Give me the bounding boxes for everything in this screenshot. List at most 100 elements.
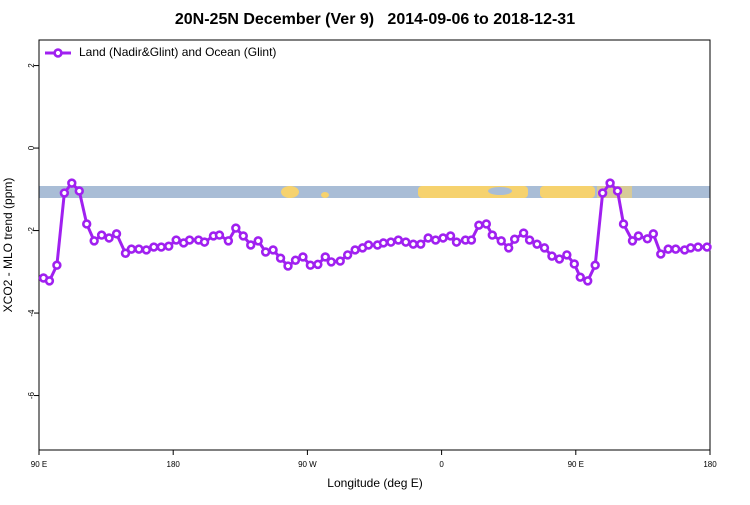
data-point	[496, 236, 506, 246]
data-point	[326, 257, 336, 267]
data-point	[583, 276, 593, 286]
data-point	[618, 219, 629, 229]
chart-title: 20N-25N December (Ver 9) 2014-09-06 to 2…	[175, 11, 575, 28]
data-point	[104, 233, 114, 243]
data-point	[430, 235, 441, 245]
land-patch	[321, 192, 329, 198]
y-tick-label: -2	[27, 226, 36, 234]
data-point	[685, 243, 696, 253]
data-point	[275, 253, 286, 263]
x-tick-label: 180	[703, 460, 717, 469]
land-patch	[540, 186, 595, 198]
data-point	[246, 240, 256, 250]
data-point	[554, 254, 565, 264]
data-point	[164, 241, 174, 251]
legend-label: Land (Nadir&Glint) and Ocean (Glint)	[79, 45, 276, 59]
data-point	[518, 228, 529, 238]
data-point	[386, 237, 396, 247]
data-point	[96, 230, 107, 240]
data-point	[89, 236, 99, 246]
data-point	[569, 259, 580, 269]
data-point	[320, 252, 330, 262]
x-axis-label: Longitude (deg E)	[327, 476, 422, 490]
data-point	[378, 238, 389, 248]
data-point	[547, 251, 557, 261]
data-point	[487, 230, 497, 240]
data-point	[539, 243, 550, 253]
data-point	[74, 186, 84, 196]
data-point	[335, 256, 345, 266]
data-point	[656, 249, 666, 259]
data-point	[253, 236, 263, 246]
data-point	[260, 247, 271, 257]
data-point	[238, 231, 248, 241]
data-point	[313, 259, 323, 270]
data-point	[612, 186, 623, 196]
data-point	[648, 229, 659, 239]
legend-marker	[53, 48, 63, 58]
x-tick-label: 0	[439, 460, 444, 469]
y-axis-label: XCO2 - MLO trend (ppm)	[1, 178, 15, 313]
data-point	[693, 242, 703, 252]
plot: 90 E 180 90 W 0 90 E 180 2 0 -2 -4 -6 Land (Nadir&G…	[27, 45, 717, 469]
data-point	[214, 230, 225, 240]
data-point	[156, 242, 166, 252]
data-point	[171, 235, 181, 245]
data-point	[82, 219, 92, 229]
data-point	[393, 235, 404, 245]
y-tick-label: 2	[27, 63, 36, 68]
data-point	[290, 255, 301, 265]
data-point	[149, 242, 159, 252]
y-tick-label: -4	[27, 309, 36, 317]
data-point	[67, 178, 77, 188]
data-point	[474, 220, 484, 230]
data-point	[445, 231, 456, 241]
data-point	[524, 235, 535, 245]
data-point	[642, 234, 653, 244]
data-point	[231, 223, 241, 233]
data-point	[702, 242, 712, 252]
data-point	[504, 243, 514, 253]
data-point	[597, 188, 608, 198]
data-point	[466, 235, 477, 245]
data-point	[184, 235, 195, 245]
data-point	[305, 260, 316, 270]
land-patch	[281, 186, 299, 198]
data-point	[223, 236, 234, 246]
data-point	[59, 188, 70, 198]
data-point	[134, 244, 144, 254]
x-tick-label: 180	[167, 460, 181, 469]
data-point	[416, 239, 426, 249]
data-point	[663, 244, 673, 254]
data-point	[298, 252, 308, 262]
data-point	[126, 244, 137, 254]
data-point	[481, 219, 492, 229]
y-tick-label: -6	[27, 391, 36, 399]
data-point	[633, 231, 644, 241]
data-point	[111, 229, 122, 239]
data-point	[423, 233, 433, 243]
data-point	[350, 245, 360, 255]
data-point	[120, 248, 131, 258]
data-point	[363, 240, 374, 250]
data-point	[590, 260, 600, 270]
data-point	[532, 239, 542, 249]
data-point	[401, 237, 411, 247]
x-tick-label: 90 E	[31, 460, 47, 469]
x-tick-label: 90 E	[568, 460, 584, 469]
data-point	[44, 276, 55, 286]
data-point	[342, 250, 353, 260]
data-point	[438, 233, 448, 243]
data-point	[671, 244, 681, 254]
data-point	[509, 234, 520, 244]
data-point	[141, 245, 152, 255]
sea-patch	[488, 187, 512, 195]
data-point	[408, 239, 418, 249]
data-point	[268, 245, 278, 255]
data-point	[575, 272, 585, 282]
data-point	[605, 178, 615, 188]
data-point	[199, 237, 210, 247]
data-point	[283, 261, 293, 271]
